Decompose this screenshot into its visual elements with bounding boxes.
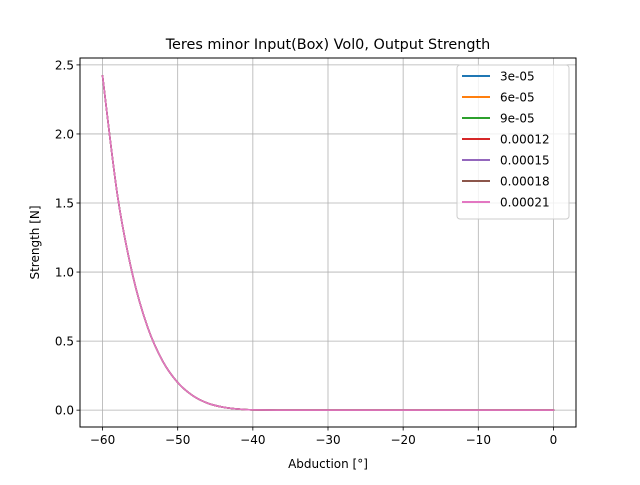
legend-label: 3e-05 — [500, 70, 535, 84]
legend-label: 0.00015 — [500, 154, 550, 168]
x-tick-label: −40 — [240, 433, 265, 447]
x-axis-ticks: −60 −50 −40 −30 −20 −10 0 — [90, 427, 557, 447]
x-tick-label: 0 — [550, 433, 558, 447]
y-tick-label: 2.0 — [55, 127, 74, 141]
legend-label: 0.00012 — [500, 133, 550, 147]
y-tick-label: 0.0 — [55, 404, 74, 418]
x-tick-label: −20 — [390, 433, 415, 447]
legend-label: 0.00018 — [500, 175, 550, 189]
y-tick-label: 1.5 — [55, 197, 74, 211]
x-tick-label: −60 — [90, 433, 115, 447]
chart-title: Teres minor Input(Box) Vol0, Output Stre… — [165, 37, 491, 53]
y-axis-label: Strength [N] — [28, 205, 42, 279]
y-tick-label: 1.0 — [55, 266, 74, 280]
series-lines — [101, 75, 555, 411]
series-line-7 — [101, 75, 555, 411]
x-tick-label: −30 — [315, 433, 340, 447]
y-axis-ticks: 0.0 0.5 1.0 1.5 2.0 2.5 — [55, 58, 80, 418]
legend-label: 0.00021 — [500, 196, 550, 210]
legend-label: 9e-05 — [500, 112, 535, 126]
legend: 3e-05 6e-05 9e-05 0.00012 0.00015 0.00018 0.00… — [456, 64, 570, 220]
x-tick-label: −50 — [165, 433, 190, 447]
x-axis-label: Abduction [°] — [288, 457, 368, 471]
y-tick-label: 2.5 — [55, 58, 74, 72]
x-tick-label: −10 — [466, 433, 491, 447]
y-tick-label: 0.5 — [55, 335, 74, 349]
legend-label: 6e-05 — [500, 91, 535, 105]
